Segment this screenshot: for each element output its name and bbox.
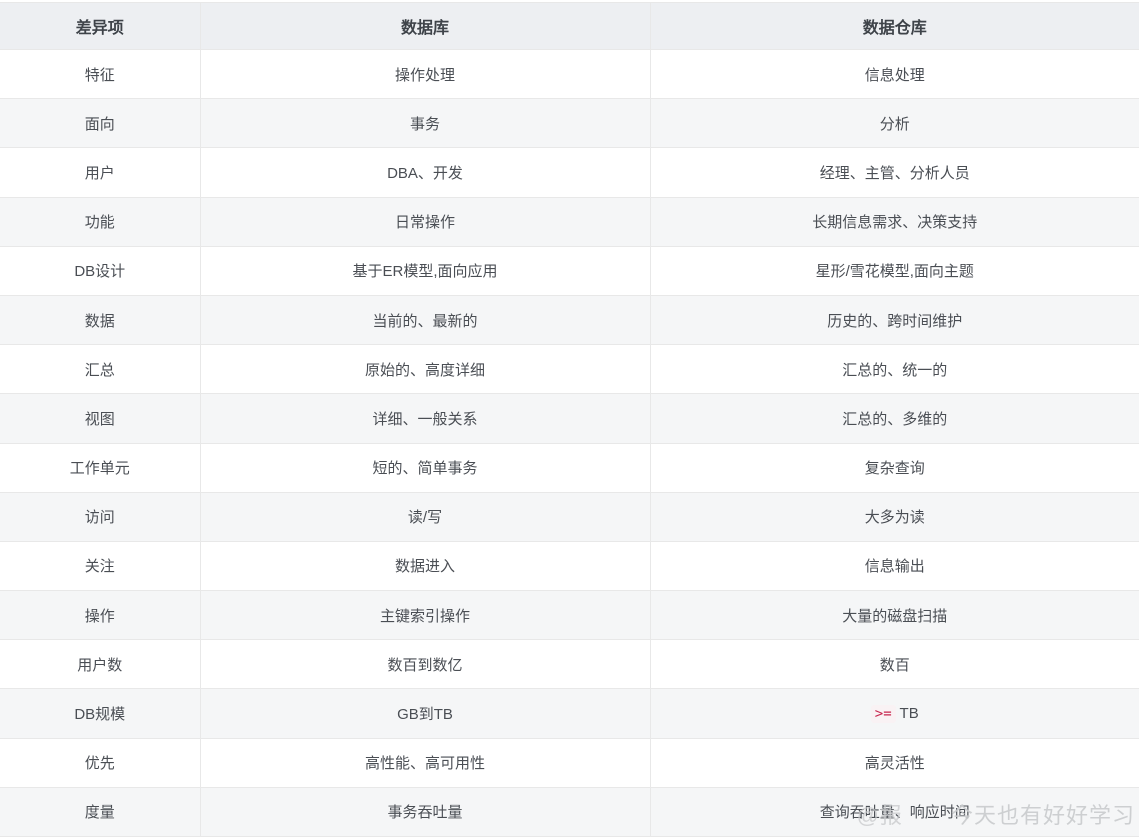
table-row: 视图 详细、一般关系 汇总的、多维的 [0,393,1139,444]
table-row: 优先 高性能、高可用性 高灵活性 [0,738,1139,788]
row-label-cell: 面向 [0,98,201,149]
row-label-cell: 关注 [0,541,201,592]
value-cell: >= TB [650,688,1139,739]
value-cell: 长期信息需求、决策支持 [650,197,1139,247]
value-cell: DBA、开发 [200,147,651,198]
value-cell: 主键索引操作 [200,590,651,641]
table-row: 功能 日常操作 长期信息需求、决策支持 [0,197,1139,247]
value-cell: 星形/雪花模型,面向主题 [650,246,1139,296]
value-cell: 汇总的、多维的 [650,393,1139,444]
row-label-cell: 用户数 [0,639,201,690]
value-cell: 操作处理 [200,49,651,100]
row-label-cell: 数据 [0,295,201,346]
value-cell: 历史的、跨时间维护 [650,295,1139,346]
value-cell: 分析 [650,98,1139,149]
header-row: 差异项 数据库 数据仓库 [0,2,1139,50]
row-label-cell: DB设计 [0,246,201,296]
value-cell: 汇总的、统一的 [650,344,1139,395]
column-header: 差异项 [0,2,201,50]
value-cell: 基于ER模型,面向应用 [200,246,651,296]
value-cell: 数百 [650,639,1139,690]
column-header: 数据库 [200,2,651,50]
row-label-cell: 视图 [0,393,201,444]
table-row: 关注 数据进入 信息输出 [0,541,1139,592]
value-cell: 复杂查询 [650,443,1139,493]
value-cell: 日常操作 [200,197,651,247]
row-label-cell: 访问 [0,492,201,542]
value-cell: 查询吞吐量、响应时间 [650,787,1139,837]
table-row: 特征 操作处理 信息处理 [0,49,1139,100]
row-label-cell: 工作单元 [0,443,201,493]
table-row: DB规模 GB到TB >= TB [0,688,1139,739]
table-row: 面向 事务 分析 [0,98,1139,149]
column-header: 数据仓库 [650,2,1139,50]
table-row: 汇总 原始的、高度详细 汇总的、统一的 [0,344,1139,395]
value-cell: 数百到数亿 [200,639,651,690]
value-cell: 信息输出 [650,541,1139,592]
table-row: 工作单元 短的、简单事务 复杂查询 [0,443,1139,493]
value-cell: 高性能、高可用性 [200,738,651,788]
inline-code: >= [870,705,896,724]
value-cell: 信息处理 [650,49,1139,100]
value-cell: 事务 [200,98,651,149]
value-cell: 短的、简单事务 [200,443,651,493]
row-label-cell: 度量 [0,787,201,837]
row-label-cell: DB规模 [0,688,201,739]
value-cell: 读/写 [200,492,651,542]
value-cell: 原始的、高度详细 [200,344,651,395]
row-label-cell: 功能 [0,197,201,247]
row-label-cell: 用户 [0,147,201,198]
value-cell: 大量的磁盘扫描 [650,590,1139,641]
table-row: 操作 主键索引操作 大量的磁盘扫描 [0,590,1139,641]
table-body: 特征 操作处理 信息处理 面向 事务 分析 用户 DBA、开发 经理、主管、分析人员 功能 日常操作… [0,49,1139,837]
value-cell: 数据进入 [200,541,651,592]
row-label-cell: 操作 [0,590,201,641]
table-row: 访问 读/写 大多为读 [0,492,1139,542]
value-cell: 经理、主管、分析人员 [650,147,1139,198]
table-row: 用户 DBA、开发 经理、主管、分析人员 [0,147,1139,198]
table-row: DB设计 基于ER模型,面向应用 星形/雪花模型,面向主题 [0,246,1139,296]
value-cell: 事务吞吐量 [200,787,651,837]
row-label-cell: 优先 [0,738,201,788]
value-cell: GB到TB [200,688,651,739]
table-row: 度量 事务吞吐量 查询吞吐量、响应时间 [0,787,1139,837]
table-row: 用户数 数百到数亿 数百 [0,639,1139,690]
value-cell: 高灵活性 [650,738,1139,788]
row-label-cell: 汇总 [0,344,201,395]
value-cell: 当前的、最新的 [200,295,651,346]
value-cell: 详细、一般关系 [200,393,651,444]
row-label-cell: 特征 [0,49,201,100]
table-row: 数据 当前的、最新的 历史的、跨时间维护 [0,295,1139,346]
value-cell: 大多为读 [650,492,1139,542]
